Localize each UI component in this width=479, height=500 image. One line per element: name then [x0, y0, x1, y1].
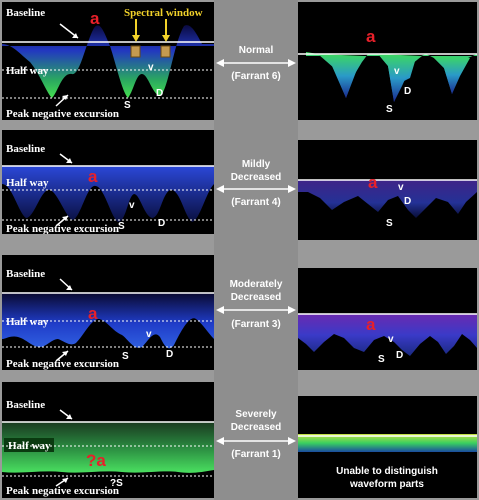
- a-wave-label: a: [88, 167, 98, 186]
- spectral-panel-moderate: a v S D: [298, 268, 477, 370]
- halfway-highlight: [4, 438, 54, 452]
- s-wave-label: S: [386, 104, 393, 115]
- grade-normal: Normal: [238, 45, 274, 56]
- halfway-label: Half way: [6, 316, 49, 328]
- v-wave-label: v: [129, 200, 135, 211]
- s-wave-label: S: [118, 221, 125, 232]
- d-wave-label: D: [404, 86, 411, 97]
- double-arrow-icon: [216, 185, 296, 193]
- center-column: [214, 0, 298, 500]
- peak-label: Peak negative excursion: [6, 485, 119, 497]
- double-arrow-icon: [216, 59, 296, 67]
- spectral-panel-normal: a v D S: [298, 2, 477, 120]
- unable-note-line2: waveform parts: [349, 479, 424, 490]
- s-wave-label: S: [124, 100, 131, 111]
- grade-moderate: Moderately Decreased: [229, 279, 283, 303]
- baseline-label: Baseline: [6, 143, 45, 155]
- a-wave-label: a: [88, 304, 98, 323]
- flat-waveform: [298, 434, 477, 452]
- unable-note-line1: Unable to distinguish: [336, 466, 438, 477]
- v-wave-label: v: [388, 334, 394, 345]
- d-wave-label: D: [156, 88, 163, 99]
- qa-wave-label: ?a: [86, 451, 106, 470]
- v-wave-label: v: [398, 182, 404, 193]
- spectral-panel-severe: Unable to distinguish waveform parts: [298, 396, 477, 498]
- peak-label: Peak negative excursion: [6, 108, 119, 120]
- spectral-window-icon: [130, 45, 141, 58]
- baseline-label: Baseline: [6, 268, 45, 280]
- schematic-panel-mild: Baseline Half way Peak negative excursio…: [2, 130, 214, 234]
- spectral-panel-mild: a v D S: [298, 140, 477, 240]
- a-wave-label: a: [366, 315, 376, 334]
- v-wave-label: v: [394, 66, 400, 77]
- s-wave-label: S: [378, 354, 385, 365]
- schematic-panel-severe: Baseline Half way Peak negative excursio…: [2, 382, 214, 498]
- halfway-label: Half way: [8, 440, 51, 452]
- double-arrow-icon: [216, 306, 296, 314]
- d-wave-label: D: [396, 350, 403, 361]
- halfway-label: Half way: [6, 65, 49, 77]
- a-wave-label: a: [90, 9, 100, 28]
- schematic-panel-normal: Baseline Half way Peak negative excursio…: [2, 2, 214, 120]
- halfway-label: Half way: [6, 177, 49, 189]
- farrant-mild: (Farrant 4): [231, 197, 281, 208]
- d-wave-label: D: [158, 218, 165, 229]
- farrant-normal: (Farrant 6): [231, 71, 281, 82]
- farrant-severe: (Farrant 1): [231, 449, 281, 460]
- grade-mild: Mildly Decreased: [230, 159, 282, 183]
- d-wave-label: D: [404, 196, 411, 207]
- d-wave-label: D: [166, 349, 173, 360]
- schematic-panel-moderate: Baseline Half way Peak negative excursio…: [2, 255, 214, 370]
- s-wave-label: S: [122, 351, 129, 362]
- baseline-label: Baseline: [6, 7, 45, 19]
- double-arrow-icon: [216, 437, 296, 445]
- qs-wave-label: ?S: [110, 478, 123, 489]
- peak-label: Peak negative excursion: [6, 223, 119, 234]
- s-wave-label: S: [386, 218, 393, 229]
- waveform-mild: [2, 166, 214, 222]
- v-wave-label: v: [148, 62, 154, 73]
- waveform-normal: [2, 25, 214, 98]
- a-wave-label: a: [368, 173, 378, 192]
- waveform-severe: [2, 422, 214, 473]
- spectral-window-icon-2: [160, 45, 171, 58]
- v-wave-label: v: [146, 329, 152, 340]
- baseline-label: Baseline: [6, 399, 45, 411]
- a-wave-label: a: [366, 27, 376, 46]
- farrant-moderate: (Farrant 3): [231, 319, 281, 330]
- peak-label: Peak negative excursion: [6, 358, 119, 370]
- grade-severe: Severely Decreased: [230, 409, 282, 433]
- spectral-window-label: Spectral window: [124, 7, 203, 19]
